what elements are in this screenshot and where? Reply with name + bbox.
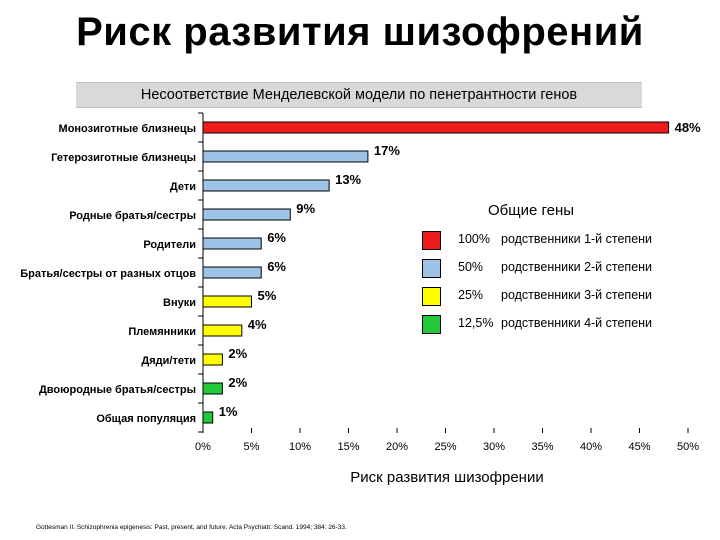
value-label: 2%	[228, 346, 247, 361]
slide-title: Риск развития шизофрений	[76, 10, 644, 54]
x-tick-label: 25%	[434, 441, 456, 453]
citation: Gottesman II. Schizophrenia epigenesis: …	[36, 524, 347, 531]
value-label: 5%	[258, 288, 277, 303]
x-tick-label: 5%	[244, 441, 260, 453]
category-label: Внуки	[163, 297, 196, 309]
category-label: Гетерозиготные близнецы	[51, 152, 196, 164]
bar	[202, 208, 291, 221]
bar	[202, 295, 252, 308]
value-label: 48%	[675, 120, 701, 135]
category-label: Монозиготные близнецы	[59, 123, 196, 135]
legend-relative-degree: родственники 1-й степени	[501, 232, 653, 246]
bar	[202, 411, 214, 424]
value-label: 2%	[228, 375, 247, 390]
category-label: Родные братья/сестры	[69, 210, 196, 222]
bar	[202, 179, 330, 192]
category-label: Общая популяция	[96, 413, 196, 425]
legend-shared-genes-pct: 12,5%	[458, 316, 494, 330]
legend-swatch	[422, 315, 441, 334]
legend-swatch	[422, 231, 441, 250]
x-tick-label: 35%	[531, 441, 553, 453]
legend-shared-genes-pct: 50%	[458, 260, 484, 274]
x-tick-label: 50%	[677, 441, 699, 453]
x-axis-title: Риск развития шизофрении	[350, 469, 543, 486]
legend-relative-degree: родственники 4-й степени	[501, 316, 653, 330]
legend-shared-genes-pct: 25%	[458, 288, 484, 302]
value-label: 1%	[219, 404, 238, 419]
value-label: 9%	[296, 201, 315, 216]
category-label: Братья/сестры от разных отцов	[20, 268, 196, 280]
bar	[202, 353, 223, 366]
category-label: Двоюродные братья/сестры	[39, 384, 196, 396]
category-label: Родители	[143, 239, 196, 251]
legend-swatch	[422, 259, 441, 278]
bar	[202, 324, 243, 337]
value-label: 17%	[374, 143, 400, 158]
category-label: Племянники	[128, 326, 196, 338]
bar	[202, 266, 262, 279]
legend-relative-degree: родственники 2-й степени	[501, 260, 653, 274]
value-label: 4%	[248, 317, 267, 332]
x-tick-label: 10%	[289, 441, 311, 453]
legend-title: Общие гены	[488, 202, 575, 219]
legend-shared-genes-pct: 100%	[458, 232, 490, 246]
x-tick-label: 15%	[337, 441, 359, 453]
bar	[202, 237, 262, 250]
value-label: 6%	[267, 230, 286, 245]
bar	[202, 150, 369, 163]
subtitle-banner: Несоответствие Менделевской модели по пе…	[76, 82, 642, 108]
x-tick-label: 20%	[386, 441, 408, 453]
x-tick-label: 40%	[580, 441, 602, 453]
x-tick-label: 45%	[628, 441, 650, 453]
bar	[202, 382, 223, 395]
x-tick-label: 30%	[483, 441, 505, 453]
category-label: Дети	[170, 181, 196, 193]
category-label: Дяди/тети	[141, 355, 196, 367]
value-label: 13%	[335, 172, 361, 187]
legend-swatch	[422, 287, 441, 306]
value-label: 6%	[267, 259, 286, 274]
legend-relative-degree: родственники 3-й степени	[501, 288, 653, 302]
x-tick-label: 0%	[195, 441, 211, 453]
bar	[202, 121, 670, 134]
